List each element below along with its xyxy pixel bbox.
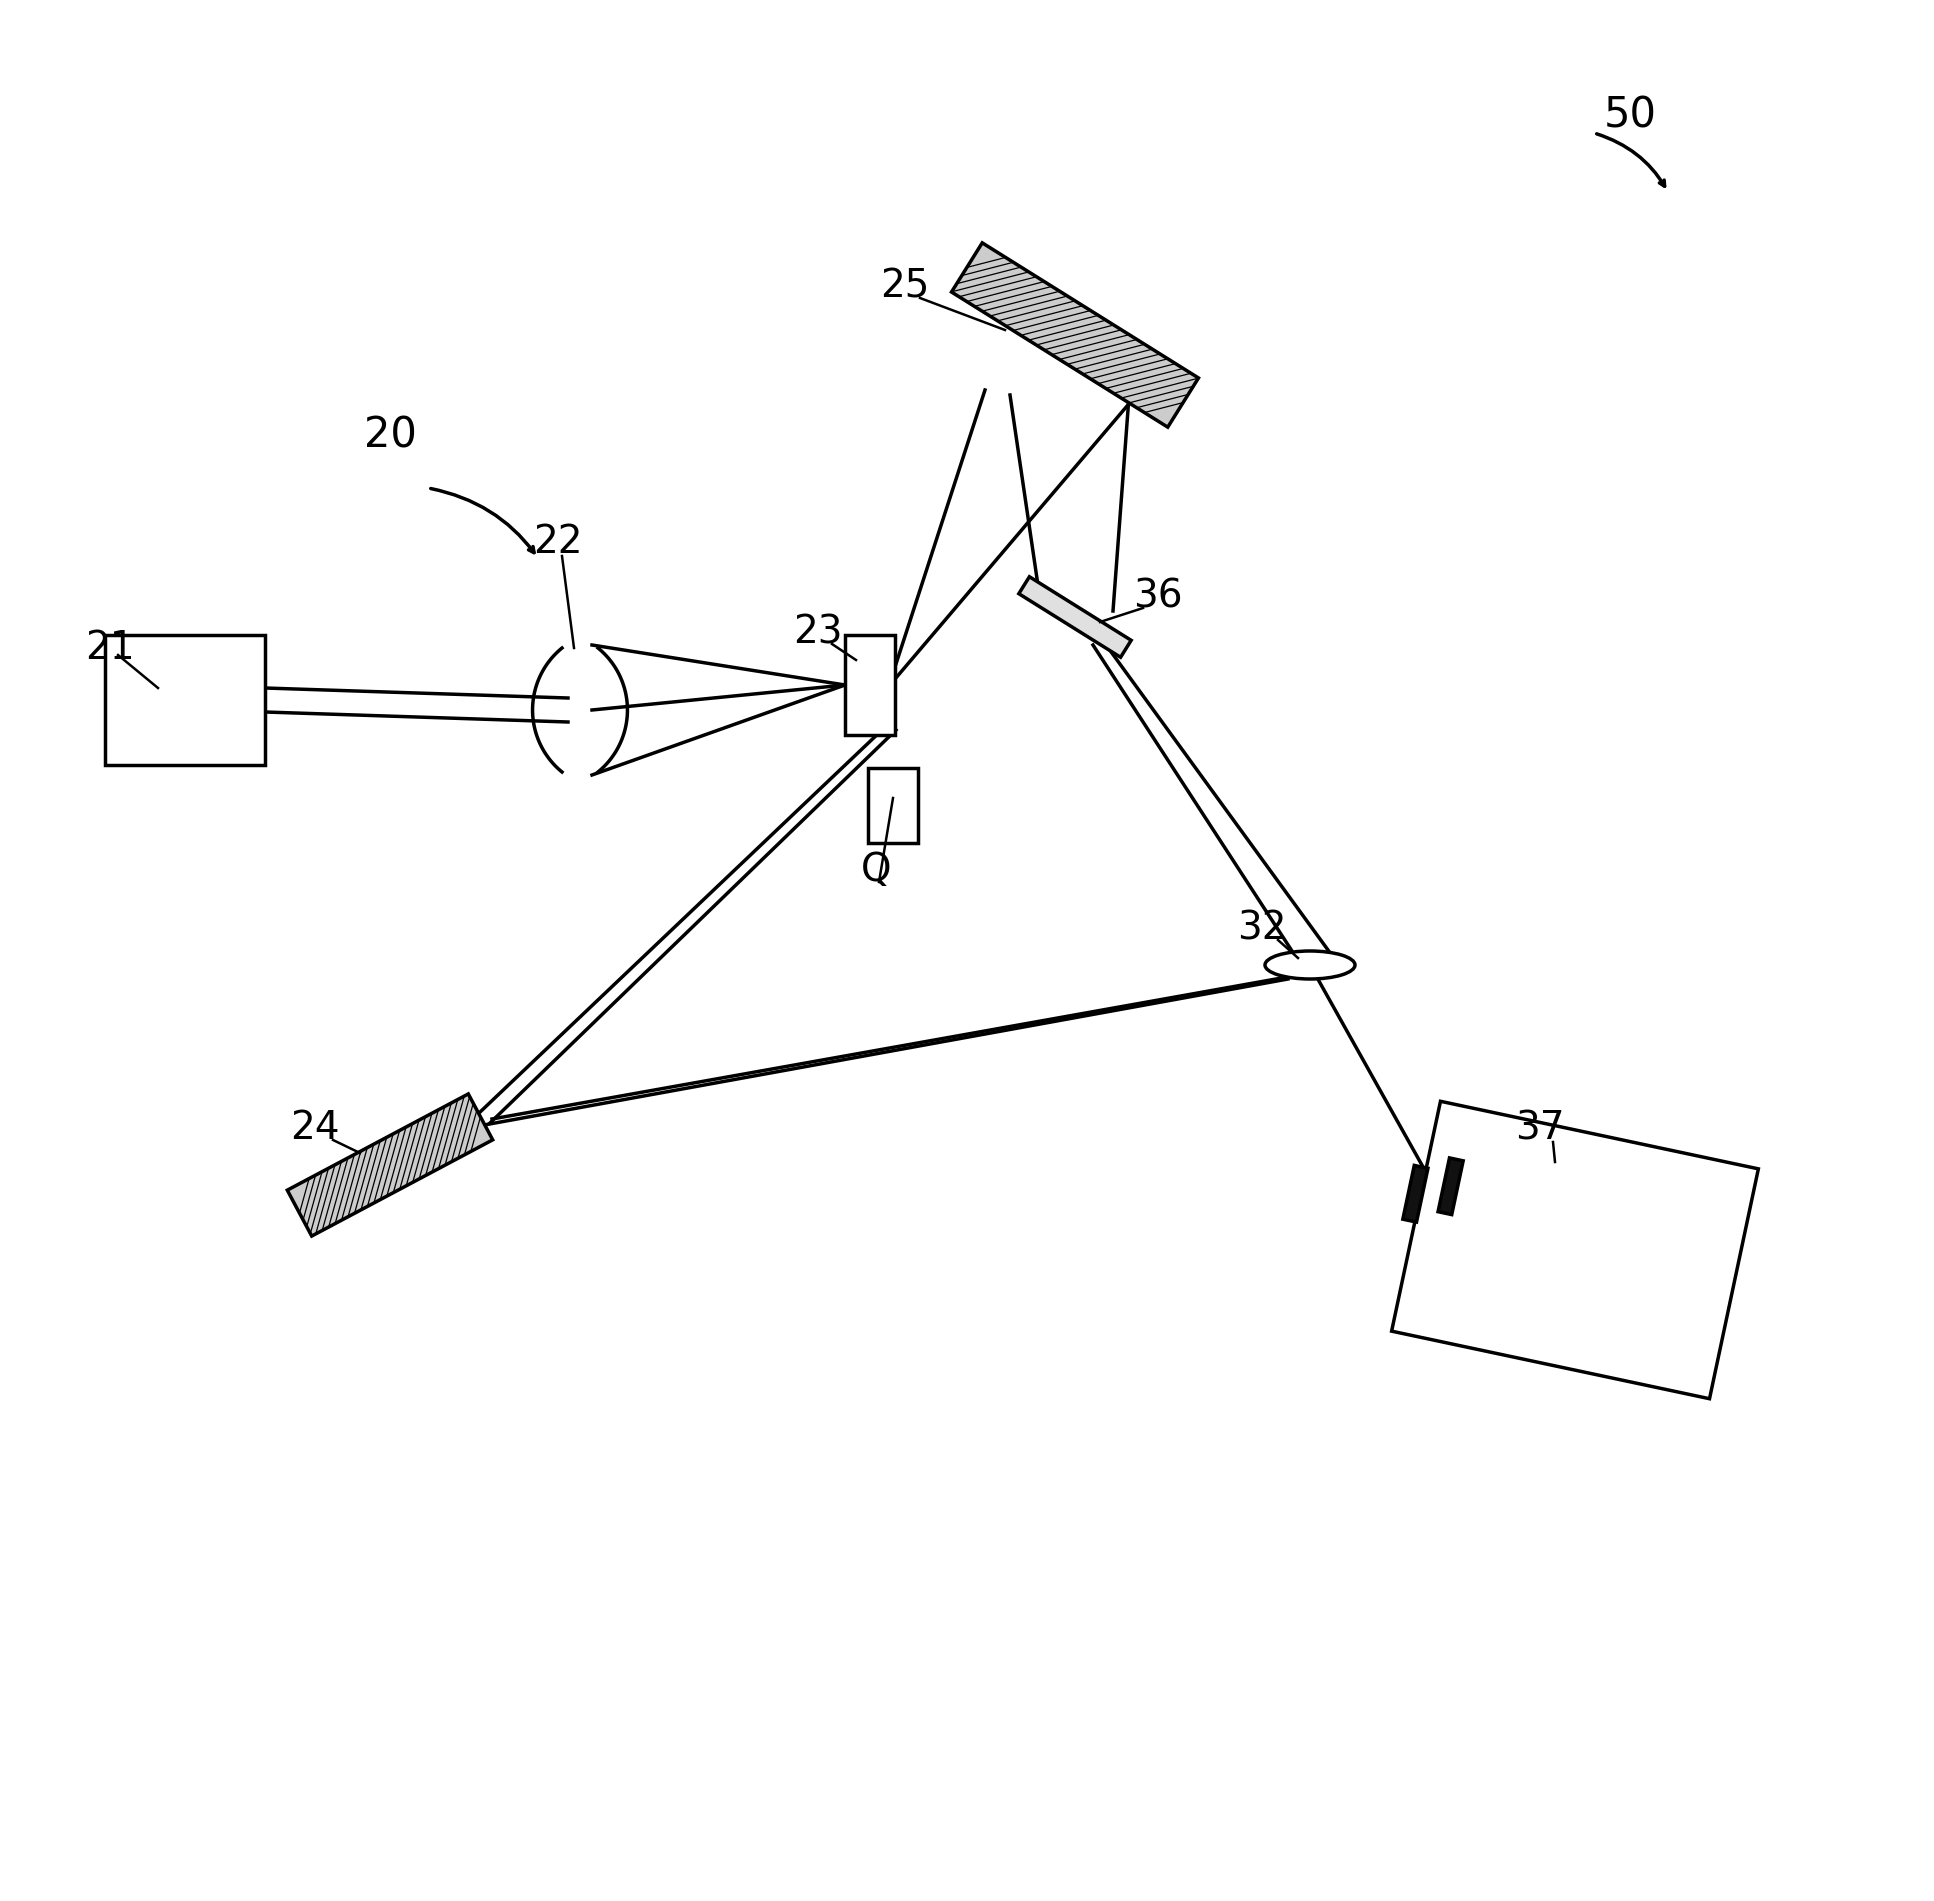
- Polygon shape: [1439, 1158, 1464, 1215]
- Polygon shape: [1392, 1101, 1758, 1399]
- Ellipse shape: [1265, 950, 1356, 979]
- Polygon shape: [1402, 1165, 1427, 1222]
- Text: 25: 25: [880, 266, 930, 304]
- Polygon shape: [1019, 576, 1131, 658]
- Text: 32: 32: [1238, 909, 1286, 947]
- Text: 20: 20: [364, 414, 416, 456]
- Text: 50: 50: [1603, 93, 1657, 137]
- Polygon shape: [288, 1093, 493, 1236]
- Text: 36: 36: [1133, 578, 1184, 616]
- Polygon shape: [868, 768, 919, 842]
- Bar: [104, 635, 265, 764]
- Text: 24: 24: [290, 1108, 340, 1146]
- Text: 21: 21: [85, 629, 135, 667]
- Polygon shape: [952, 243, 1199, 428]
- Polygon shape: [845, 635, 895, 736]
- Text: 23: 23: [793, 612, 843, 650]
- Text: Q: Q: [861, 852, 892, 890]
- Text: 37: 37: [1514, 1108, 1565, 1146]
- Text: 22: 22: [534, 523, 582, 561]
